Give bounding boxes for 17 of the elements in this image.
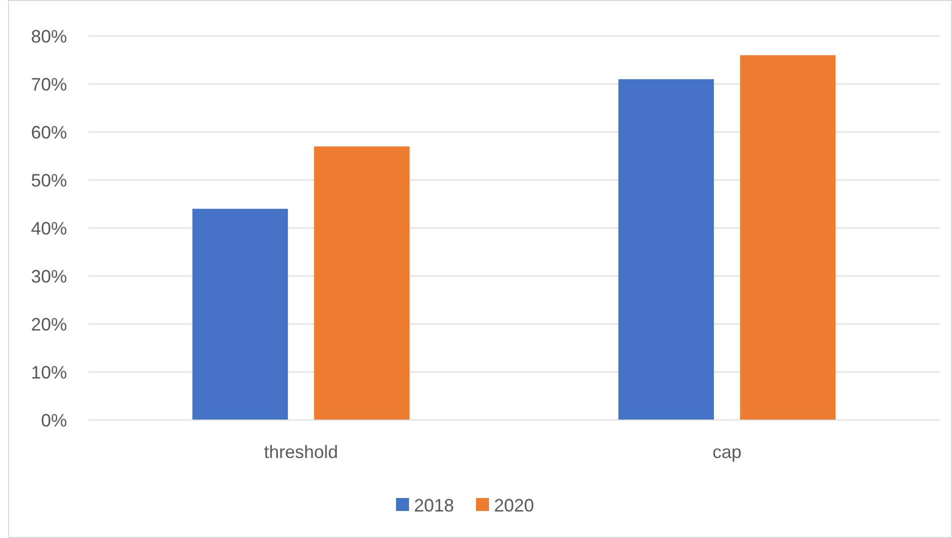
x-tick-label: threshold — [264, 442, 338, 462]
y-tick-label: 60% — [30, 122, 67, 142]
y-tick-label: 70% — [30, 74, 67, 94]
y-tick-label: 20% — [30, 314, 67, 334]
bar — [192, 208, 288, 420]
bar — [618, 79, 714, 420]
legend-label: 2018 — [414, 495, 454, 516]
y-tick-label: 10% — [30, 362, 67, 382]
y-tick-label: 50% — [30, 170, 67, 190]
y-tick-label: 30% — [30, 266, 67, 286]
bar — [740, 55, 836, 420]
y-tick-label: 0% — [40, 410, 67, 430]
legend-label: 2020 — [494, 495, 534, 516]
x-tick-label: cap — [712, 442, 742, 462]
bar — [314, 146, 410, 420]
y-tick-label: 80% — [30, 26, 67, 46]
y-tick-label: 40% — [30, 218, 67, 238]
